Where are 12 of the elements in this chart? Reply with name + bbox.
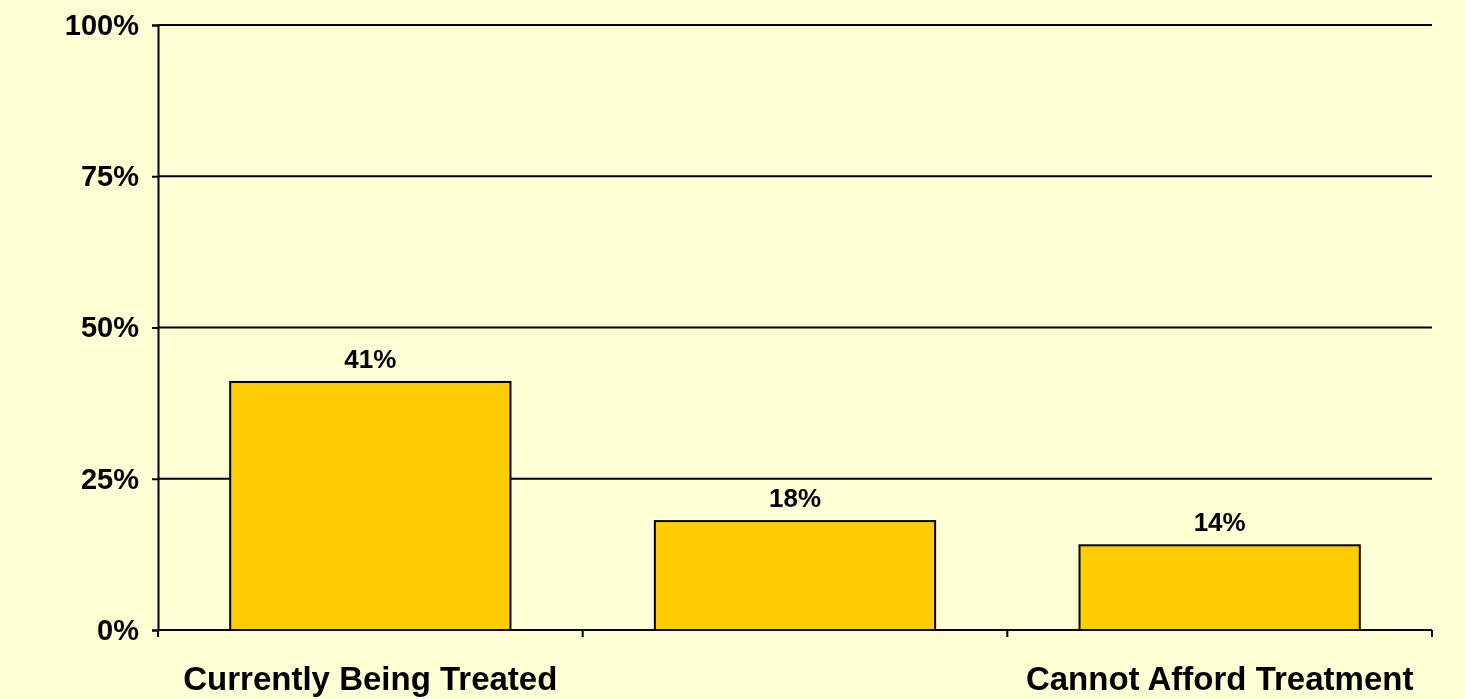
y-tick-label: 50% xyxy=(80,311,140,344)
y-tick-label: 75% xyxy=(80,160,140,193)
x-tick-label: Cannot Afford Treatment xyxy=(1025,660,1414,697)
x-tick-label: Currently Being Treated xyxy=(183,660,558,697)
bar xyxy=(653,520,937,631)
data-label: 41% xyxy=(344,343,397,374)
y-tick-label: 25% xyxy=(80,462,140,495)
data-label: 14% xyxy=(1193,507,1246,538)
y-tick-label: 100% xyxy=(64,8,140,41)
bar xyxy=(1078,544,1361,631)
data-label: 18% xyxy=(768,483,822,514)
y-tick-label: 0% xyxy=(97,613,140,646)
